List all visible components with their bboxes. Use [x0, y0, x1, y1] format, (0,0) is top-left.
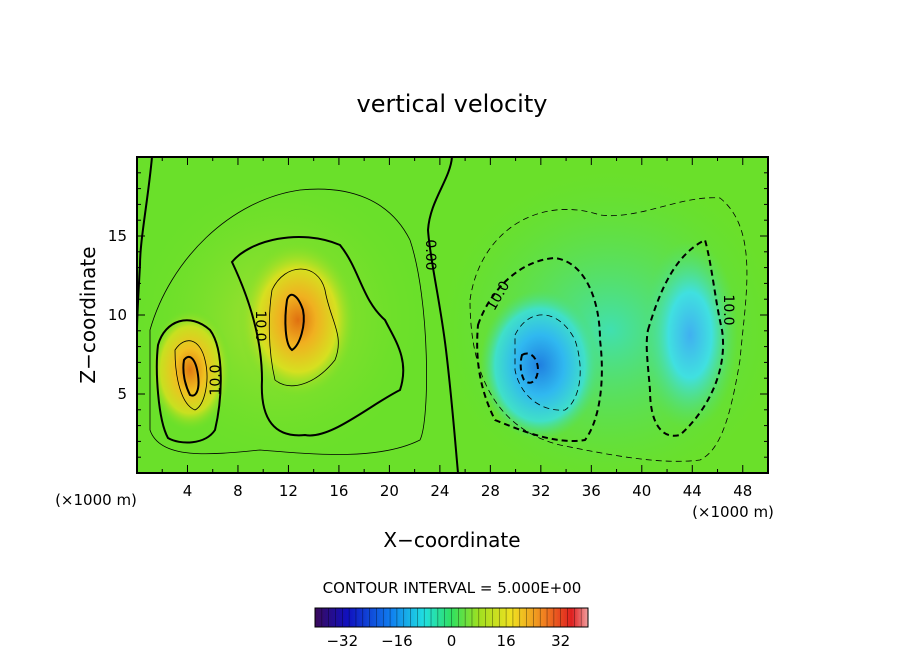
contour-20-a	[182, 355, 200, 397]
x-tick-label: 8	[233, 482, 243, 500]
x-axis-label: X−coordinate	[383, 528, 520, 552]
x-tick-label: 16	[329, 482, 348, 500]
contour-neg-10-b	[645, 238, 724, 437]
chart-title: vertical velocity	[357, 90, 548, 118]
downdraft-core-2	[642, 240, 738, 430]
colorbar: −32 −16 0 16 32	[314, 607, 589, 650]
contour-neg-20	[519, 352, 540, 384]
colorbar-tick-label: −32	[326, 632, 358, 650]
x-tick-label: 36	[582, 482, 601, 500]
colorbar-tick-label: 16	[497, 632, 516, 650]
x-tick-label: 24	[430, 482, 449, 500]
x-tick-label: 12	[279, 482, 298, 500]
contour-label: 10.0	[208, 364, 224, 395]
colorbar-ticks: −32 −16 0 16 32	[321, 608, 582, 650]
contour-20-b	[284, 293, 305, 352]
plot-area: 10.0 10.0 0.00 10.0 10.0	[137, 157, 768, 473]
contour-label: 10.0	[720, 294, 736, 325]
y-tick-label: 10	[108, 306, 127, 324]
contour-zero-mid	[426, 157, 459, 473]
contour-10-a	[155, 319, 222, 444]
colorbar-tick-label: 0	[447, 632, 457, 650]
x-tick-label: 20	[380, 482, 399, 500]
x-units-left: (×1000 m)	[55, 491, 137, 509]
updraft-core-1	[148, 308, 232, 432]
x-tick-label: 28	[481, 482, 500, 500]
updraft-core-2	[238, 240, 358, 400]
y-tick-label: 5	[117, 385, 127, 403]
downdraft-core-1	[480, 290, 600, 440]
colorbar-tick-label: 32	[551, 632, 570, 650]
y-axis-ticks: 5 10 15	[108, 172, 768, 458]
x-tick-label: 48	[733, 482, 752, 500]
x-tick-label: 4	[183, 482, 193, 500]
contour-label: 0.00	[422, 239, 438, 270]
contour-5	[149, 188, 427, 455]
contour-neg-5	[469, 197, 748, 462]
y-axis-label: Z−coordinate	[76, 246, 100, 383]
contour-15-a	[174, 340, 208, 411]
y-tick-label: 15	[108, 227, 127, 245]
colorbar-tick-label: −16	[381, 632, 413, 650]
contour-15-b	[268, 268, 339, 387]
x-units-right: (×1000 m)	[692, 503, 774, 521]
x-tick-label: 40	[632, 482, 651, 500]
x-tick-label: 32	[531, 482, 550, 500]
x-axis-ticks: 4 8 12 16 20 24 28 32 36 40 44 48	[161, 157, 752, 500]
x-tick-label: 44	[683, 482, 702, 500]
contour-label: 10.0	[252, 310, 268, 341]
contour-interval-text: CONTOUR INTERVAL = 5.000E+00	[323, 579, 582, 597]
contour-10-b	[230, 235, 405, 437]
contour-neg-15	[514, 314, 581, 411]
contour-neg-10-a	[476, 256, 603, 442]
